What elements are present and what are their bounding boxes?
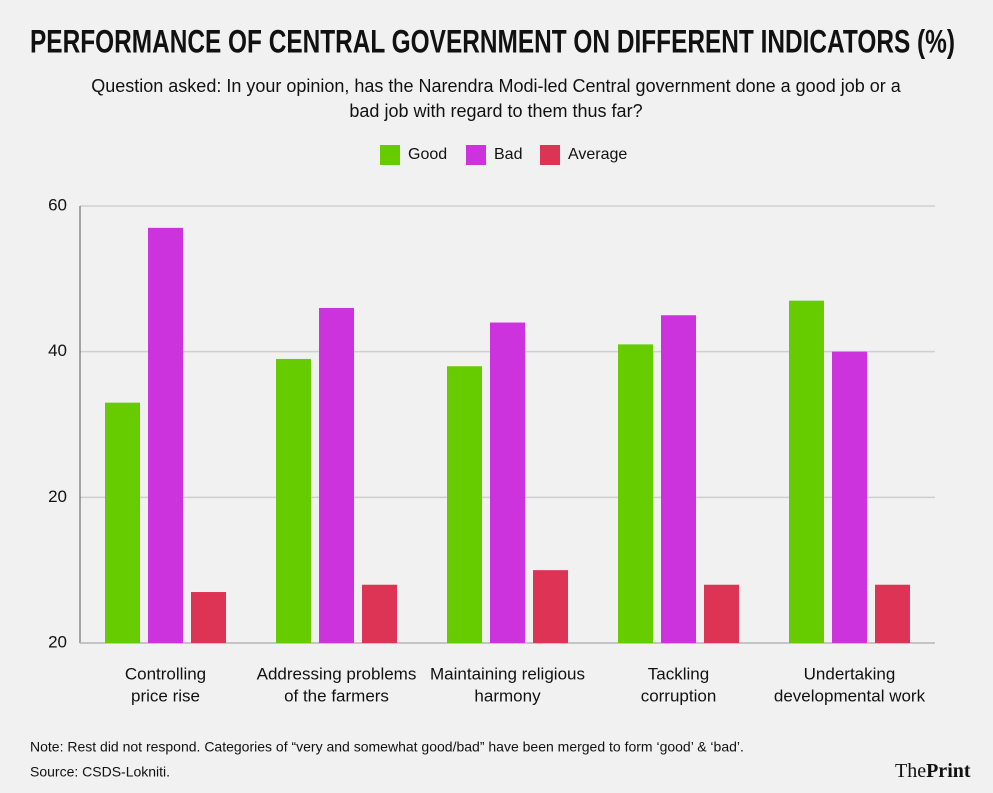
y-tick-label: 60 [48,195,67,214]
logo: ThePrint [895,760,971,782]
bar [319,307,354,643]
bar [832,351,867,643]
bar [704,584,739,643]
source: Source: CSDS-Lokniti. [30,764,170,780]
y-tick-label: 20 [48,632,67,651]
bar [618,344,653,643]
legend-label: Bad [494,146,522,163]
bar [533,570,568,643]
bar [490,322,525,643]
logo-part: The [895,760,926,782]
chart-title: PERFORMANCE OF CENTRAL GOVERNMENT ON DIF… [30,23,955,59]
x-tick-label: corruption [641,686,717,705]
bar [447,366,482,643]
bar [789,300,824,643]
x-tick-label: of the farmers [284,686,389,705]
y-tick-label: 20 [48,487,67,506]
x-tick-label: Maintaining religious [430,664,585,683]
logo-part: Print [926,760,971,782]
x-tick-label: developmental work [774,686,926,705]
x-tick-label: Addressing problems [257,664,417,683]
subtitle: bad job with regard to them thus far? [349,101,642,121]
x-tick-label: harmony [474,686,541,705]
legend-swatch [540,145,560,165]
bar [661,315,696,643]
x-tick-label: Controlling [125,664,206,683]
bar [105,402,140,643]
bar [276,358,311,643]
legend-label: Good [408,146,447,163]
bar [191,592,226,643]
legend-swatch [380,145,400,165]
bar [875,584,910,643]
bar [362,584,397,643]
subtitle: Question asked: In your opinion, has the… [91,76,901,96]
note: Note: Rest did not respond. Categories o… [30,739,744,755]
legend-swatch [466,145,486,165]
bar [148,227,183,643]
y-tick-label: 40 [48,341,67,360]
x-tick-label: Tackling [648,664,709,683]
x-tick-label: Undertaking [804,664,896,683]
legend-label: Average [568,146,627,163]
x-tick-label: price rise [131,686,200,705]
